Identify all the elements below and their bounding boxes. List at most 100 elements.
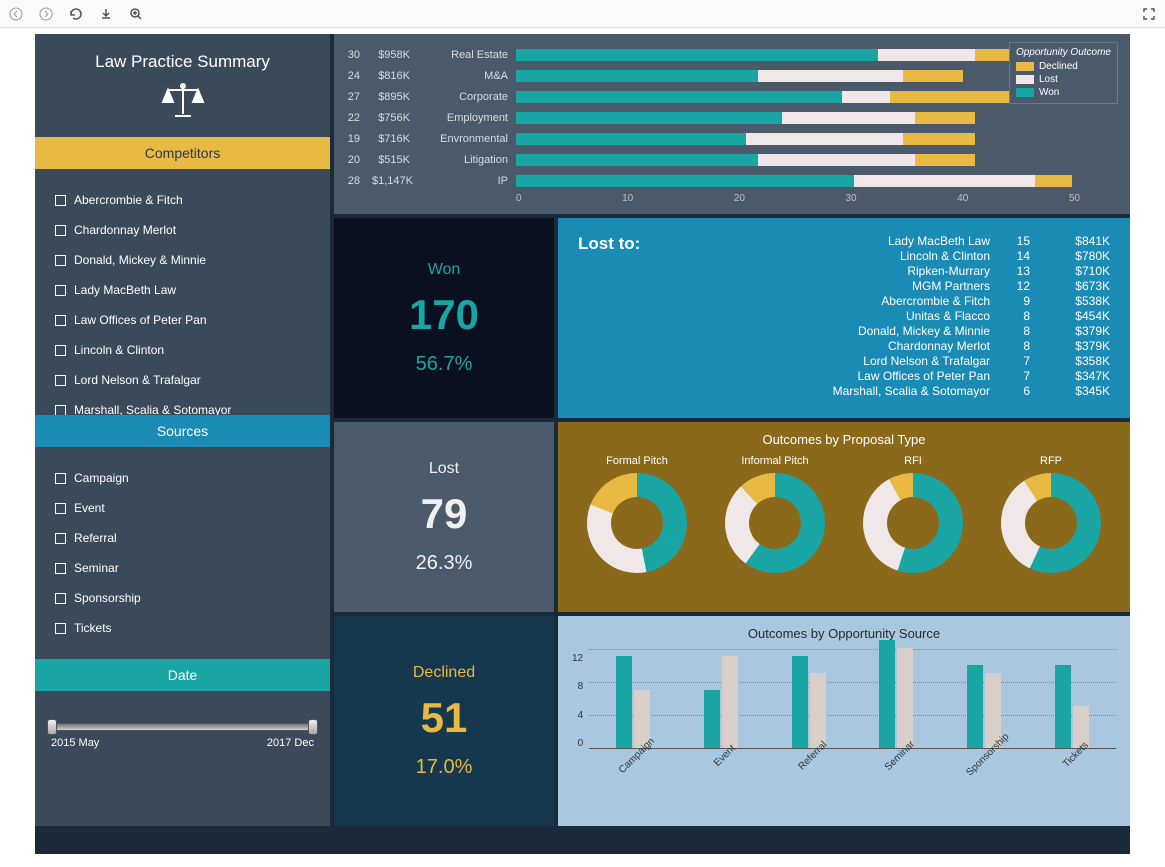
practice-row: 24$816KM&A	[342, 65, 1120, 86]
lost-to-cell: 13	[990, 264, 1040, 278]
lost-to-cell: Unitas & Flacco	[668, 309, 990, 323]
src-bar-group: Tickets	[1055, 665, 1089, 748]
lost-to-cell: $780K	[1040, 249, 1110, 263]
source-label: Sponsorship	[74, 591, 141, 605]
date-max-label: 2017 Dec	[267, 737, 314, 749]
competitor-label: Law Offices of Peter Pan	[74, 313, 207, 327]
proposals-title: Outcomes by Proposal Type	[568, 432, 1120, 447]
source-item[interactable]: Tickets	[55, 613, 310, 643]
competitor-item[interactable]: Donald, Mickey & Minnie	[55, 245, 310, 275]
lost-to-cell: $454K	[1040, 309, 1110, 323]
source-item[interactable]: Sponsorship	[55, 583, 310, 613]
donut: Informal Pitch	[725, 455, 825, 573]
checkbox-icon[interactable]	[55, 473, 66, 484]
declined-value: 51	[421, 694, 468, 742]
lost-to-cell: $710K	[1040, 264, 1110, 278]
competitor-item[interactable]: Chardonnay Merlot	[55, 215, 310, 245]
lost-value: 79	[421, 490, 468, 538]
legend-title: Opportunity Outcome	[1016, 47, 1111, 58]
fullscreen-icon[interactable]	[1141, 6, 1157, 22]
source-item[interactable]: Event	[55, 493, 310, 523]
proposals-panel: Outcomes by Proposal Type Formal Pitch In…	[558, 422, 1130, 612]
title-block: Law Practice Summary	[35, 34, 330, 137]
checkbox-icon[interactable]	[55, 225, 66, 236]
source-item[interactable]: Campaign	[55, 463, 310, 493]
lost-metric-card: Lost 79 26.3%	[334, 422, 554, 612]
declined-pct: 17.0%	[416, 756, 473, 779]
lost-to-cell: 9	[990, 294, 1040, 308]
checkbox-icon[interactable]	[55, 563, 66, 574]
lost-to-cell: $673K	[1040, 279, 1110, 293]
date-slider[interactable]	[51, 723, 314, 731]
donut: RFP	[1001, 455, 1101, 573]
checkbox-icon[interactable]	[55, 255, 66, 266]
next-icon[interactable]	[38, 6, 54, 22]
slider-handle-max[interactable]	[308, 719, 318, 735]
source-label: Campaign	[74, 471, 129, 485]
source-label: Tickets	[74, 621, 112, 635]
lost-to-cell: 7	[990, 354, 1040, 368]
competitors-header: Competitors	[35, 137, 330, 169]
lost-to-cell: 8	[990, 324, 1040, 338]
lost-to-cell: 15	[990, 234, 1040, 248]
source-item[interactable]: Referral	[55, 523, 310, 553]
lost-to-cell: 8	[990, 339, 1040, 353]
lost-to-cell: $538K	[1040, 294, 1110, 308]
source-label: Event	[74, 501, 105, 515]
lost-to-panel: Lost to:Lady MacBeth Law15$841KLincoln &…	[558, 218, 1130, 418]
competitor-label: Lord Nelson & Trafalgar	[74, 373, 201, 387]
competitor-item[interactable]: Lady MacBeth Law	[55, 275, 310, 305]
competitor-item[interactable]: Lord Nelson & Trafalgar	[55, 365, 310, 395]
checkbox-icon[interactable]	[55, 285, 66, 296]
zoom-icon[interactable]	[128, 6, 144, 22]
competitor-item[interactable]: Marshall, Scalia & Sotomayor	[55, 395, 310, 415]
declined-metric-card: Declined 51 17.0%	[334, 616, 554, 826]
lost-label: Lost	[429, 460, 459, 478]
checkbox-icon[interactable]	[55, 405, 66, 416]
chart-legend: Opportunity Outcome DeclinedLostWon	[1009, 42, 1118, 104]
competitor-label: Lady MacBeth Law	[74, 283, 176, 297]
src-bar-group: Referral	[792, 656, 826, 748]
competitor-label: Abercrombie & Fitch	[74, 193, 183, 207]
checkbox-icon[interactable]	[55, 593, 66, 604]
slider-handle-min[interactable]	[47, 719, 57, 735]
lost-to-title: Lost to:	[578, 234, 668, 254]
lost-to-cell: $347K	[1040, 369, 1110, 383]
donut-label: Formal Pitch	[587, 455, 687, 467]
refresh-icon[interactable]	[68, 6, 84, 22]
source-item[interactable]: Seminar	[55, 553, 310, 583]
checkbox-icon[interactable]	[55, 375, 66, 386]
lost-to-cell: Abercrombie & Fitch	[668, 294, 990, 308]
checkbox-icon[interactable]	[55, 315, 66, 326]
legend-item: Lost	[1016, 73, 1111, 86]
competitors-list: Abercrombie & Fitch Chardonnay Merlot Dona…	[35, 169, 330, 415]
sources-header: Sources	[35, 415, 330, 447]
practice-row: 28$1,147KIP	[342, 170, 1120, 191]
src-bar-group: Event	[704, 656, 738, 748]
competitor-item[interactable]: Lincoln & Clinton	[55, 335, 310, 365]
donut: RFI	[863, 455, 963, 573]
checkbox-icon[interactable]	[55, 533, 66, 544]
competitor-label: Donald, Mickey & Minnie	[74, 253, 206, 267]
competitor-item[interactable]: Law Offices of Peter Pan	[55, 305, 310, 335]
src-bars: CampaignEventReferralSeminarSponsorshipT…	[589, 649, 1116, 749]
lost-to-cell: Lord Nelson & Trafalgar	[668, 354, 990, 368]
date-min-label: 2015 May	[51, 737, 99, 749]
x-axis: 01020304050	[516, 193, 1120, 204]
prev-icon[interactable]	[8, 6, 24, 22]
lost-to-cell: $379K	[1040, 324, 1110, 338]
src-y-axis: 12840	[572, 649, 583, 749]
checkbox-icon[interactable]	[55, 195, 66, 206]
checkbox-icon[interactable]	[55, 623, 66, 634]
sources-chart: Outcomes by Opportunity Source 12840 Cam…	[558, 616, 1130, 826]
download-icon[interactable]	[98, 6, 114, 22]
competitor-label: Chardonnay Merlot	[74, 223, 176, 237]
lost-to-cell: Chardonnay Merlot	[668, 339, 990, 353]
lost-to-cell: Donald, Mickey & Minnie	[668, 324, 990, 338]
checkbox-icon[interactable]	[55, 503, 66, 514]
won-label: Won	[428, 261, 461, 279]
src-bar-group: Campaign	[616, 656, 650, 748]
competitor-item[interactable]: Abercrombie & Fitch	[55, 185, 310, 215]
scales-icon	[158, 82, 208, 125]
checkbox-icon[interactable]	[55, 345, 66, 356]
